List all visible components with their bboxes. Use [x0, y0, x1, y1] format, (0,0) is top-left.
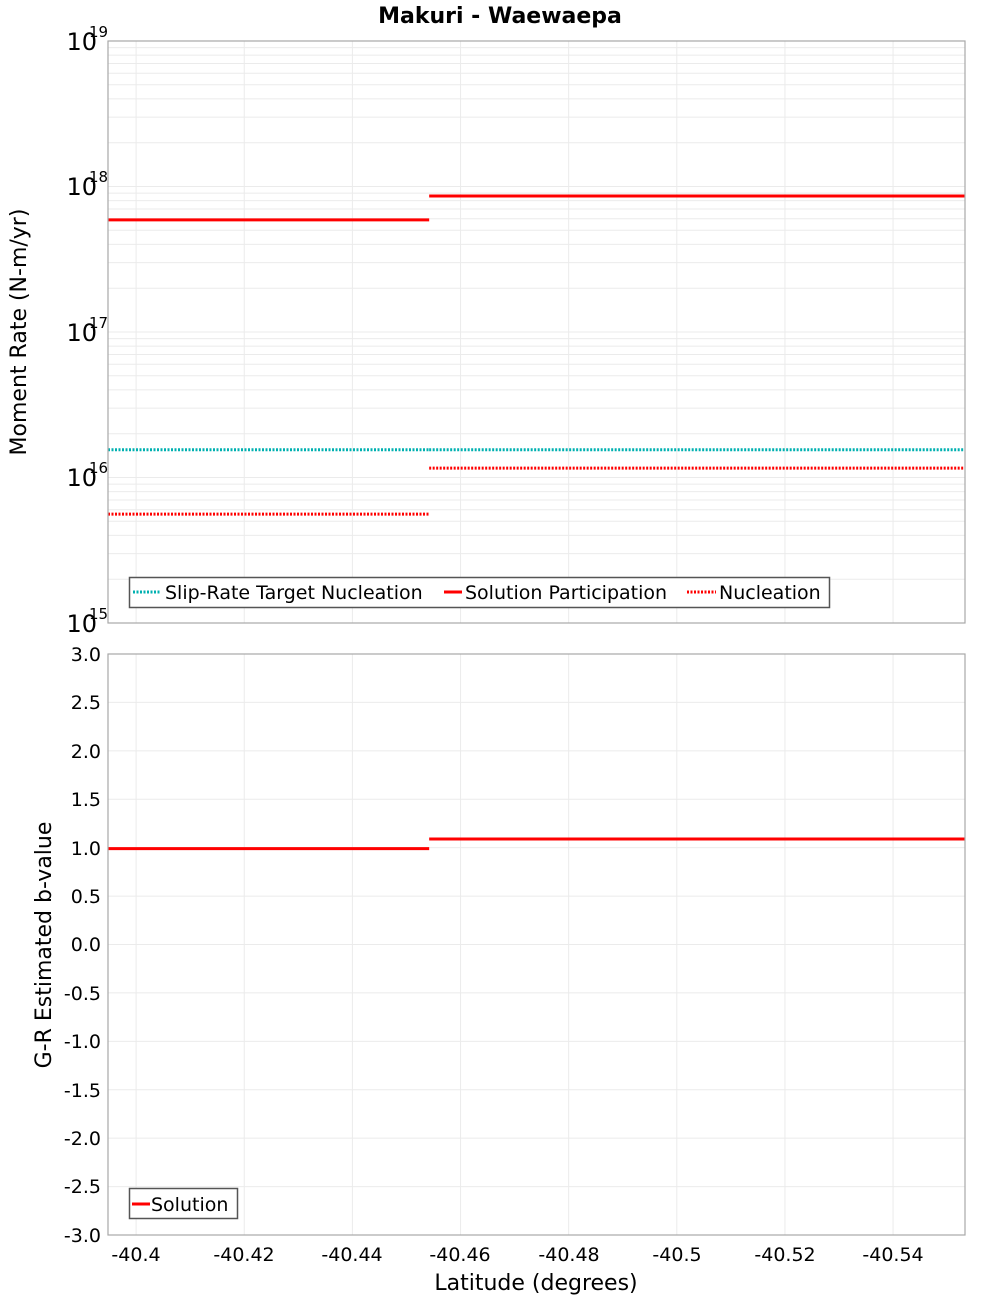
- bottom-y-axis-label: G-R Estimated b-value: [32, 822, 57, 1069]
- y-tick: 0.0: [71, 934, 101, 956]
- legend-label-slip-rate-target: Slip-Rate Target Nucleation: [165, 582, 423, 604]
- top-y-tick-0: 10 19: [66, 23, 108, 56]
- y-tick: 1.0: [71, 838, 101, 860]
- x-ticks: -40.4 -40.42 -40.44 -40.46 -40.48 -40.5 …: [111, 1244, 923, 1266]
- x-tick: -40.5: [652, 1244, 701, 1266]
- x-axis-label: Latitude (degrees): [434, 1271, 637, 1296]
- y-tick: 3.0: [71, 644, 101, 666]
- y-tick: 0.5: [71, 886, 101, 908]
- x-tick: -40.46: [429, 1244, 490, 1266]
- figure: Makuri - Waewaepa 10 19 10 18 10 17 10 1…: [0, 0, 1000, 1300]
- y-tick: -1.0: [64, 1031, 101, 1053]
- legend-label-nucleation: Nucleation: [719, 582, 821, 604]
- legend-label-solution: Solution: [151, 1194, 228, 1216]
- tick-exponent: 17: [89, 314, 108, 332]
- y-tick: 2.0: [71, 741, 101, 763]
- tick-exponent: 19: [89, 23, 108, 41]
- top-y-tick-3: 10 16: [66, 459, 108, 492]
- bottom-plot: 3.0 2.5 2.0 1.5 1.0 0.5 0.0 -0.5 -1.0 -1…: [32, 644, 965, 1296]
- x-tick: -40.54: [862, 1244, 923, 1266]
- y-tick: 1.5: [71, 789, 101, 811]
- tick-exponent: 16: [89, 459, 108, 477]
- y-tick: 2.5: [71, 692, 101, 714]
- x-tick: -40.42: [213, 1244, 274, 1266]
- top-plot: 10 19 10 18 10 17 10 16 10 15 Moment Rat…: [7, 23, 965, 638]
- chart-title: Makuri - Waewaepa: [378, 4, 622, 29]
- top-y-tick-2: 10 17: [66, 314, 108, 347]
- x-tick: -40.48: [538, 1244, 599, 1266]
- tick-exponent: 18: [89, 168, 108, 186]
- y-tick: -0.5: [64, 983, 101, 1005]
- y-tick: -2.5: [64, 1176, 101, 1198]
- x-tick: -40.52: [754, 1244, 815, 1266]
- top-y-tick-1: 10 18: [66, 168, 108, 201]
- y-tick: -1.5: [64, 1080, 101, 1102]
- y-tick: -2.0: [64, 1128, 101, 1150]
- bottom-y-ticks: 3.0 2.5 2.0 1.5 1.0 0.5 0.0 -0.5 -1.0 -1…: [64, 644, 101, 1247]
- top-y-axis-label: Moment Rate (N-m/yr): [7, 209, 32, 456]
- y-tick: -3.0: [64, 1225, 101, 1247]
- top-y-tick-4: 10 15: [66, 605, 108, 638]
- top-legend: Slip-Rate Target Nucleation Solution Par…: [130, 578, 830, 608]
- x-tick: -40.4: [111, 1244, 160, 1266]
- x-tick: -40.44: [321, 1244, 382, 1266]
- tick-exponent: 15: [89, 605, 108, 623]
- bottom-legend: Solution: [130, 1189, 238, 1219]
- legend-label-solution-participation: Solution Participation: [465, 582, 667, 604]
